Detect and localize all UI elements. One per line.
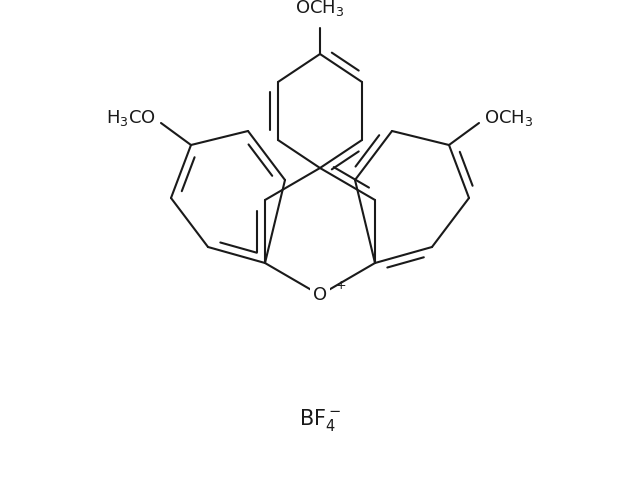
Text: +: + <box>336 279 347 292</box>
Text: OCH$_3$: OCH$_3$ <box>484 108 533 128</box>
Text: O: O <box>313 286 327 304</box>
Text: OCH$_3$: OCH$_3$ <box>295 0 345 18</box>
Text: BF$_4^-$: BF$_4^-$ <box>299 407 341 433</box>
Text: H$_3$CO: H$_3$CO <box>106 108 156 128</box>
